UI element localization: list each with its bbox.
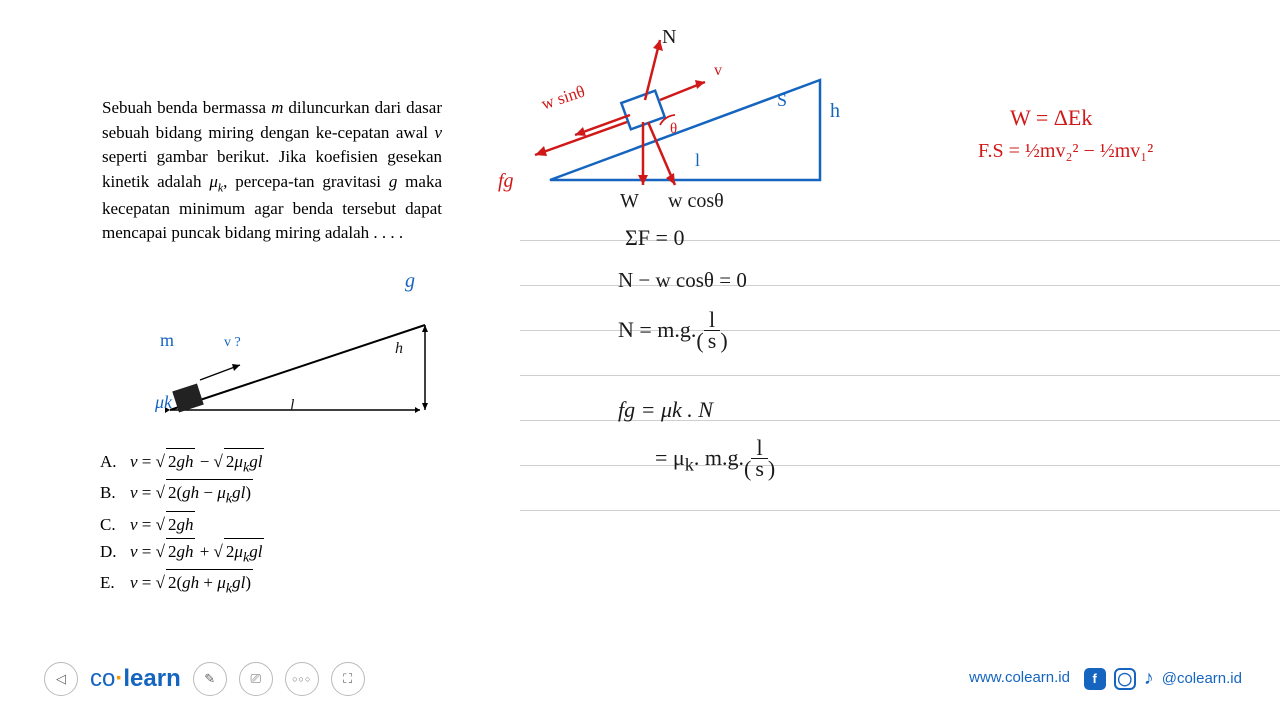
problem-statement: Sebuah benda bermassa m diluncurkan dari… — [102, 96, 442, 246]
pen-button[interactable]: ✎ — [193, 662, 227, 696]
ruled-paper — [520, 210, 1280, 560]
fbd-v: v — [714, 62, 722, 80]
more-button[interactable]: ○○○ — [285, 662, 319, 696]
option-e: E.v = √2(gh + μkgl) — [100, 569, 264, 600]
back-button[interactable]: ◁ — [44, 662, 78, 696]
fbd-wcos: w cosθ — [668, 190, 724, 213]
fbd-theta: θ — [670, 121, 677, 138]
label-muk: μk — [155, 392, 172, 413]
social-handle: @colearn.id — [1162, 670, 1242, 687]
label-v: v ? — [224, 335, 241, 351]
website-link[interactable]: www.colearn.id — [969, 669, 1070, 686]
toolbar: ◁ co·learn ✎ ⎚ ○○○ ⛶ — [44, 662, 365, 696]
label-l: l — [290, 397, 294, 415]
work-line-2: N − w cosθ = 0 — [618, 268, 747, 293]
facebook-icon[interactable]: f — [1084, 668, 1106, 690]
option-b: B.v = √2(gh − μkgl) — [100, 479, 264, 510]
label-g: g — [405, 270, 415, 293]
fbd-fg: fg — [498, 170, 514, 193]
work-line-5: = μk. m.g.(ls) — [655, 438, 775, 482]
fbd-l: l — [695, 150, 700, 171]
brand-logo: co·learn — [90, 665, 181, 693]
fbd-s: S — [777, 90, 787, 111]
option-a: A.v = √2gh − √2μkgl — [100, 448, 264, 479]
instagram-icon[interactable]: ◯ — [1114, 668, 1136, 690]
label-h: h — [395, 340, 403, 358]
energy-line-1: W = ΔEk — [1010, 105, 1092, 131]
social-links: f ◯ ♪ @colearn.id — [1084, 667, 1242, 690]
work-line-4: fg = μk . N — [618, 397, 713, 423]
screen-button[interactable]: ⎚ — [239, 662, 273, 696]
stop-button[interactable]: ⛶ — [331, 662, 365, 696]
answer-options: A.v = √2gh − √2μkgl B.v = √2(gh − μkgl) … — [100, 448, 264, 601]
footer: ◁ co·learn ✎ ⎚ ○○○ ⛶ www.colearn.id f ◯ … — [0, 660, 1280, 704]
work-line-3: N = m.g.(ls) — [618, 310, 728, 354]
fbd-h: h — [830, 100, 840, 123]
tiktok-icon[interactable]: ♪ — [1144, 667, 1154, 690]
work-line-1: ΣF = 0 — [625, 225, 684, 251]
option-c: C.v = √2gh — [100, 511, 264, 538]
fbd-N: N — [662, 26, 676, 49]
label-m: m — [160, 330, 174, 351]
energy-line-2: F.S = ½mv₂² − ½mv₁² — [978, 140, 1153, 163]
option-d: D.v = √2gh + √2μkgl — [100, 538, 264, 569]
fbd-W: W — [620, 190, 639, 213]
